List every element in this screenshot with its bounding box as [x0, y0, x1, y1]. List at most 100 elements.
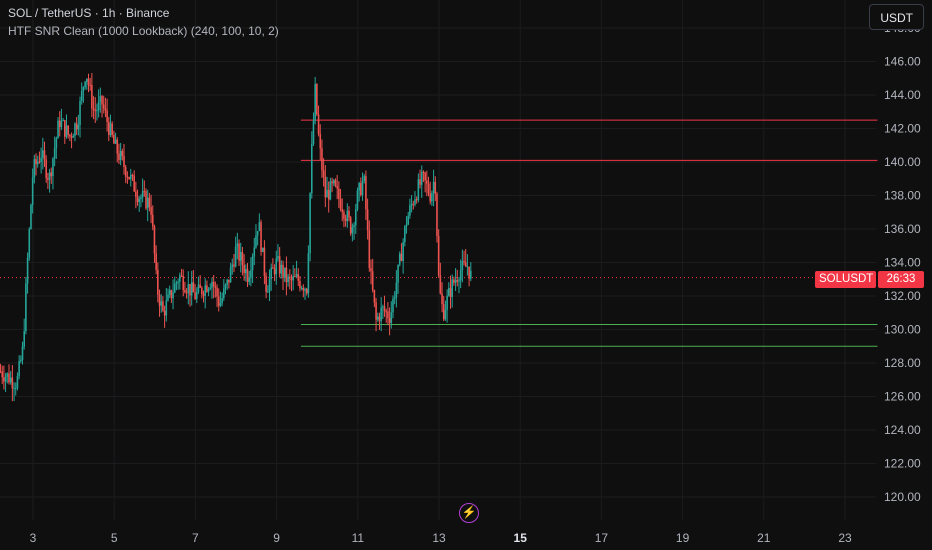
candle-body — [87, 78, 90, 85]
candle-body — [165, 300, 168, 316]
candle-body — [432, 181, 435, 194]
candle-body — [233, 264, 235, 267]
lightning-icon[interactable]: ⚡ — [459, 503, 479, 523]
candle-body — [94, 110, 97, 112]
candles — [0, 73, 472, 402]
candle-body — [207, 288, 210, 292]
candle-body — [426, 180, 428, 184]
time-tick-label: 11 — [352, 531, 365, 545]
candle-body — [255, 235, 257, 248]
candle-body — [250, 270, 252, 278]
candle-body — [373, 289, 376, 303]
candle-body — [206, 285, 208, 292]
candle-body — [463, 260, 465, 263]
candle-body — [116, 139, 119, 154]
candle-body — [424, 172, 426, 181]
candle-body — [290, 278, 293, 281]
candle-body — [280, 264, 283, 274]
candle-body — [272, 267, 274, 269]
candle-body — [74, 123, 76, 136]
candle-body — [53, 148, 56, 159]
candle-body — [404, 226, 406, 243]
candle-body — [185, 292, 188, 294]
candle-body — [6, 373, 9, 377]
candle-body — [42, 150, 44, 158]
candle-body — [390, 312, 393, 323]
indicator-legend[interactable]: HTF SNR Clean (1000 Lookback) (240, 100,… — [8, 24, 279, 38]
candle-body — [309, 193, 311, 254]
price-axis[interactable]: 120.00 122.00 124.00 126.00 128.00 130.00 132.… — [884, 21, 921, 504]
candle-body — [150, 207, 152, 215]
candle-body — [307, 253, 310, 294]
candle-body — [436, 193, 438, 237]
candle-body — [329, 181, 332, 200]
time-tick-label: 23 — [838, 531, 852, 545]
candle-body — [316, 84, 318, 115]
candle-body — [344, 218, 347, 221]
candle-body — [261, 247, 264, 252]
candle-body — [55, 138, 58, 149]
candle-body — [89, 84, 91, 86]
candle-body — [162, 301, 164, 311]
candle-body — [414, 199, 416, 205]
candle-body — [8, 373, 10, 383]
candle-body — [346, 210, 349, 221]
candle-body — [184, 290, 186, 293]
candle-body — [287, 276, 289, 283]
time-tick-label: 15 — [514, 531, 528, 545]
candle-body — [363, 176, 366, 182]
candle-body — [129, 174, 132, 180]
currency-button[interactable]: USDT — [869, 4, 924, 30]
time-axis[interactable]: 3 5 7 9 11 13 15 17 19 21 23 — [30, 531, 852, 545]
candle-body — [366, 209, 369, 231]
candle-body — [258, 222, 261, 232]
candle-body — [353, 225, 355, 228]
candle-body — [47, 178, 49, 180]
candle-body — [79, 101, 81, 125]
candle-body — [194, 292, 196, 300]
candle-body — [133, 175, 135, 192]
candle-body — [72, 135, 75, 138]
candle-body — [322, 170, 325, 177]
candle-body — [343, 212, 345, 219]
candle-body — [226, 279, 229, 285]
candle-body — [442, 304, 445, 320]
candle-body — [92, 108, 95, 111]
price-tick-label: 128.00 — [884, 356, 921, 370]
candle-body — [135, 191, 137, 197]
candle-body — [360, 183, 362, 196]
candle-body — [446, 295, 448, 310]
price-tick-label: 144.00 — [884, 88, 921, 102]
candle-body — [461, 260, 464, 271]
candle-body — [382, 306, 384, 308]
candle-body — [109, 123, 112, 135]
candle-body — [214, 286, 217, 288]
candle-body — [238, 243, 240, 261]
candle-body — [358, 183, 360, 191]
candle-body — [30, 204, 32, 229]
candle-body — [410, 204, 413, 206]
candle-body — [300, 287, 303, 289]
candle-body — [172, 292, 174, 299]
candle-body — [20, 359, 22, 362]
candle-body — [13, 388, 15, 390]
bar-countdown-label: 26:33 — [878, 271, 924, 288]
candle-body — [126, 176, 129, 178]
candle-body — [195, 292, 198, 300]
candle-body — [268, 278, 271, 292]
candle-body — [64, 120, 66, 137]
candle-body — [380, 307, 382, 322]
candle-body — [319, 133, 322, 149]
candle-body — [199, 284, 201, 288]
candle-body — [23, 331, 26, 347]
candle-body — [444, 309, 447, 320]
candle-body — [288, 276, 291, 279]
candle-body — [427, 183, 430, 194]
candle-body — [104, 108, 107, 111]
candle-body — [52, 158, 54, 177]
candle-body — [45, 159, 47, 179]
candle-body — [209, 287, 212, 289]
candle-body — [124, 167, 127, 177]
symbol-info[interactable]: SOL / TetherUS · 1h · Binance — [8, 6, 170, 20]
